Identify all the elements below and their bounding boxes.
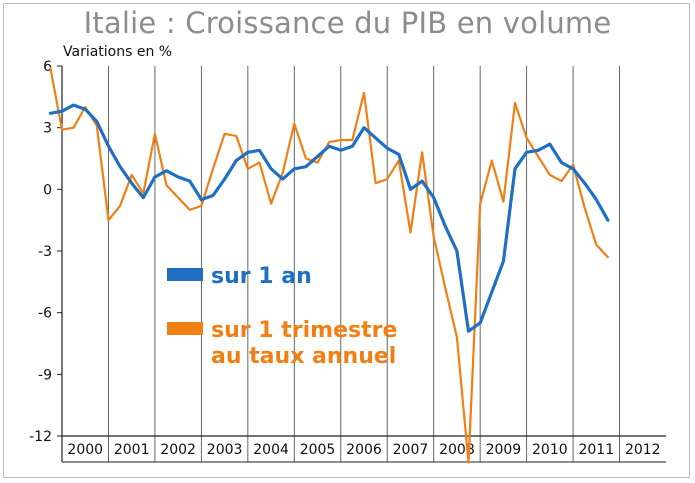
x-tick-label: 2001 — [114, 442, 150, 458]
y-tick-label: -6 — [38, 306, 52, 322]
legend-label-sur-1-trimestre-line-2: au taux annuel — [211, 344, 396, 369]
y-tick-label: -12 — [29, 429, 52, 445]
legend-swatch-sur-1-trimestre — [167, 322, 203, 335]
x-tick-label: 2000 — [67, 442, 103, 458]
series-line-sur-1-an — [48, 103, 610, 333]
y-tick-label: 3 — [43, 121, 52, 137]
x-tick-label: 2003 — [207, 442, 243, 458]
x-tick-label: 2006 — [346, 442, 382, 458]
x-tick-label: 2005 — [300, 442, 336, 458]
series-lines — [48, 66, 610, 464]
x-tick-label: 2008 — [439, 442, 475, 458]
series-line-sur-1-trimestre — [49, 66, 610, 464]
chart-title: Italie : Croissance du PIB en volume — [83, 6, 612, 40]
y-tick-label: -3 — [38, 244, 52, 260]
legend-swatch-sur-1-an — [167, 268, 203, 281]
axes — [57, 65, 666, 463]
x-tick-label: 2012 — [625, 442, 661, 458]
x-tick-label: 2011 — [578, 442, 614, 458]
x-tick-label: 2009 — [486, 442, 522, 458]
y-tick-label: 6 — [43, 59, 52, 75]
x-tick-label: 2002 — [160, 442, 196, 458]
legend-label-sur-1-trimestre-line-1: sur 1 trimestre — [211, 318, 397, 343]
x-tick-label: 2004 — [253, 442, 289, 458]
legend-label-sur-1-an: sur 1 an — [211, 264, 312, 289]
chart-frame — [3, 3, 690, 478]
x-tick-label: 2007 — [393, 442, 429, 458]
y-tick-labels: 6 3 0 -3 -6 -9 -12 — [29, 59, 52, 445]
grid — [108, 66, 620, 462]
x-tick-labels: 2000 2001 2002 2003 2004 2005 2006 2007 2008 2009… — [67, 442, 660, 458]
y-axis-label: Variations en % — [63, 44, 173, 60]
x-tick-label: 2010 — [532, 442, 568, 458]
y-tick-label: -9 — [38, 367, 52, 383]
y-tick-label: 0 — [43, 182, 52, 198]
